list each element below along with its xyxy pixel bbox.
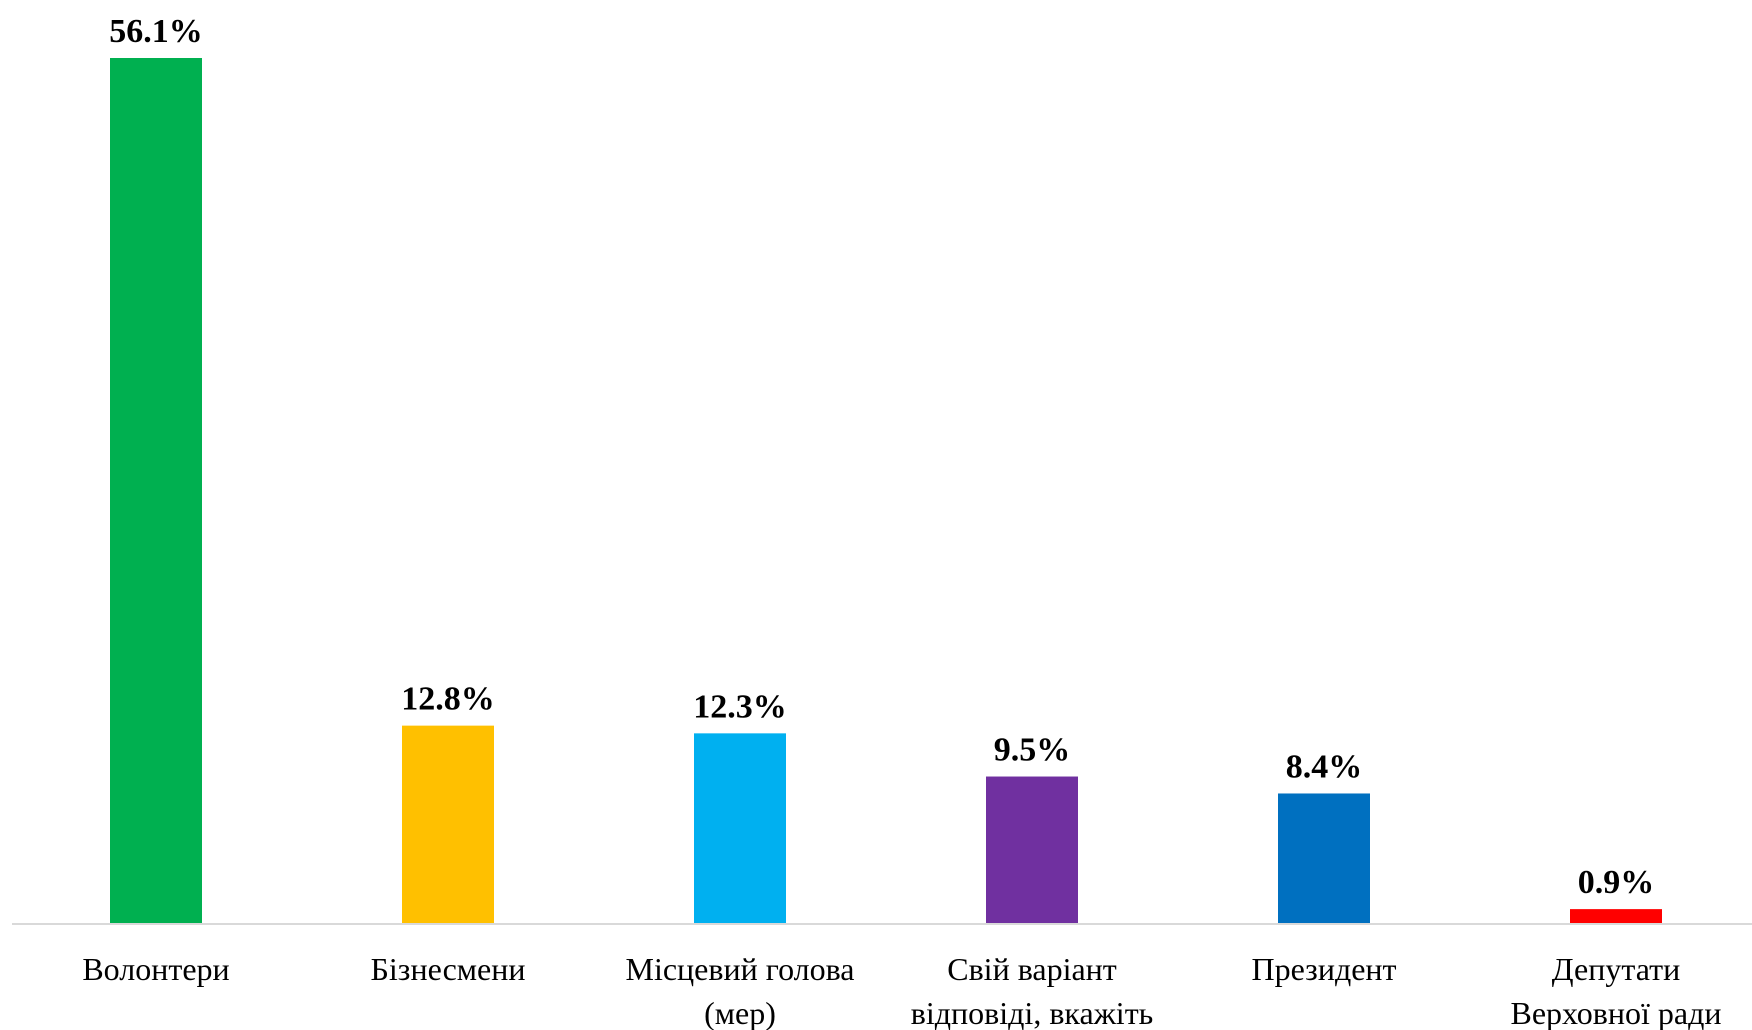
bar-1 (110, 58, 202, 923)
category-label-2: Бізнесмени (371, 951, 526, 987)
category-label-line: Свій варіант (947, 951, 1117, 987)
data-label-3: 12.3% (693, 688, 787, 725)
category-label-6: Депутати Верховної ради (1510, 951, 1721, 1030)
bars-group (110, 58, 1662, 923)
category-label-line: (мер) (704, 995, 776, 1030)
bar-3 (694, 733, 786, 923)
data-label-1: 56.1% (109, 13, 203, 50)
category-label-4: Свій варіант відповіді, вкажіть (911, 951, 1154, 1030)
data-label-2: 12.8% (401, 681, 495, 718)
bar-2 (402, 725, 494, 923)
category-label-line: Депутати (1552, 951, 1680, 987)
category-label-line: Верховної ради (1510, 995, 1721, 1030)
data-label-5: 8.4% (1286, 748, 1363, 785)
data-label-6: 0.9% (1578, 864, 1655, 901)
bar-5 (1278, 793, 1370, 923)
category-label-1: Волонтери (82, 951, 229, 987)
category-labels-group: Волонтери Бізнесмени Місцевий голова (мер) С… (82, 951, 1721, 1030)
data-labels-group: 56.1% 12.8% 12.3% 9.5% 8.4% 0.9% (109, 13, 1654, 901)
bar-4 (986, 776, 1078, 923)
bar-6 (1570, 909, 1662, 923)
category-label-line: Місцевий голова (626, 951, 855, 987)
category-label-5: Президент (1251, 951, 1396, 987)
category-label-line: Президент (1251, 951, 1396, 987)
category-label-line: Волонтери (82, 951, 229, 987)
data-label-4: 9.5% (994, 732, 1071, 769)
category-label-line: Бізнесмени (371, 951, 526, 987)
category-label-3: Місцевий голова (мер) (626, 951, 855, 1030)
category-label-line: відповіді, вкажіть (911, 995, 1154, 1030)
